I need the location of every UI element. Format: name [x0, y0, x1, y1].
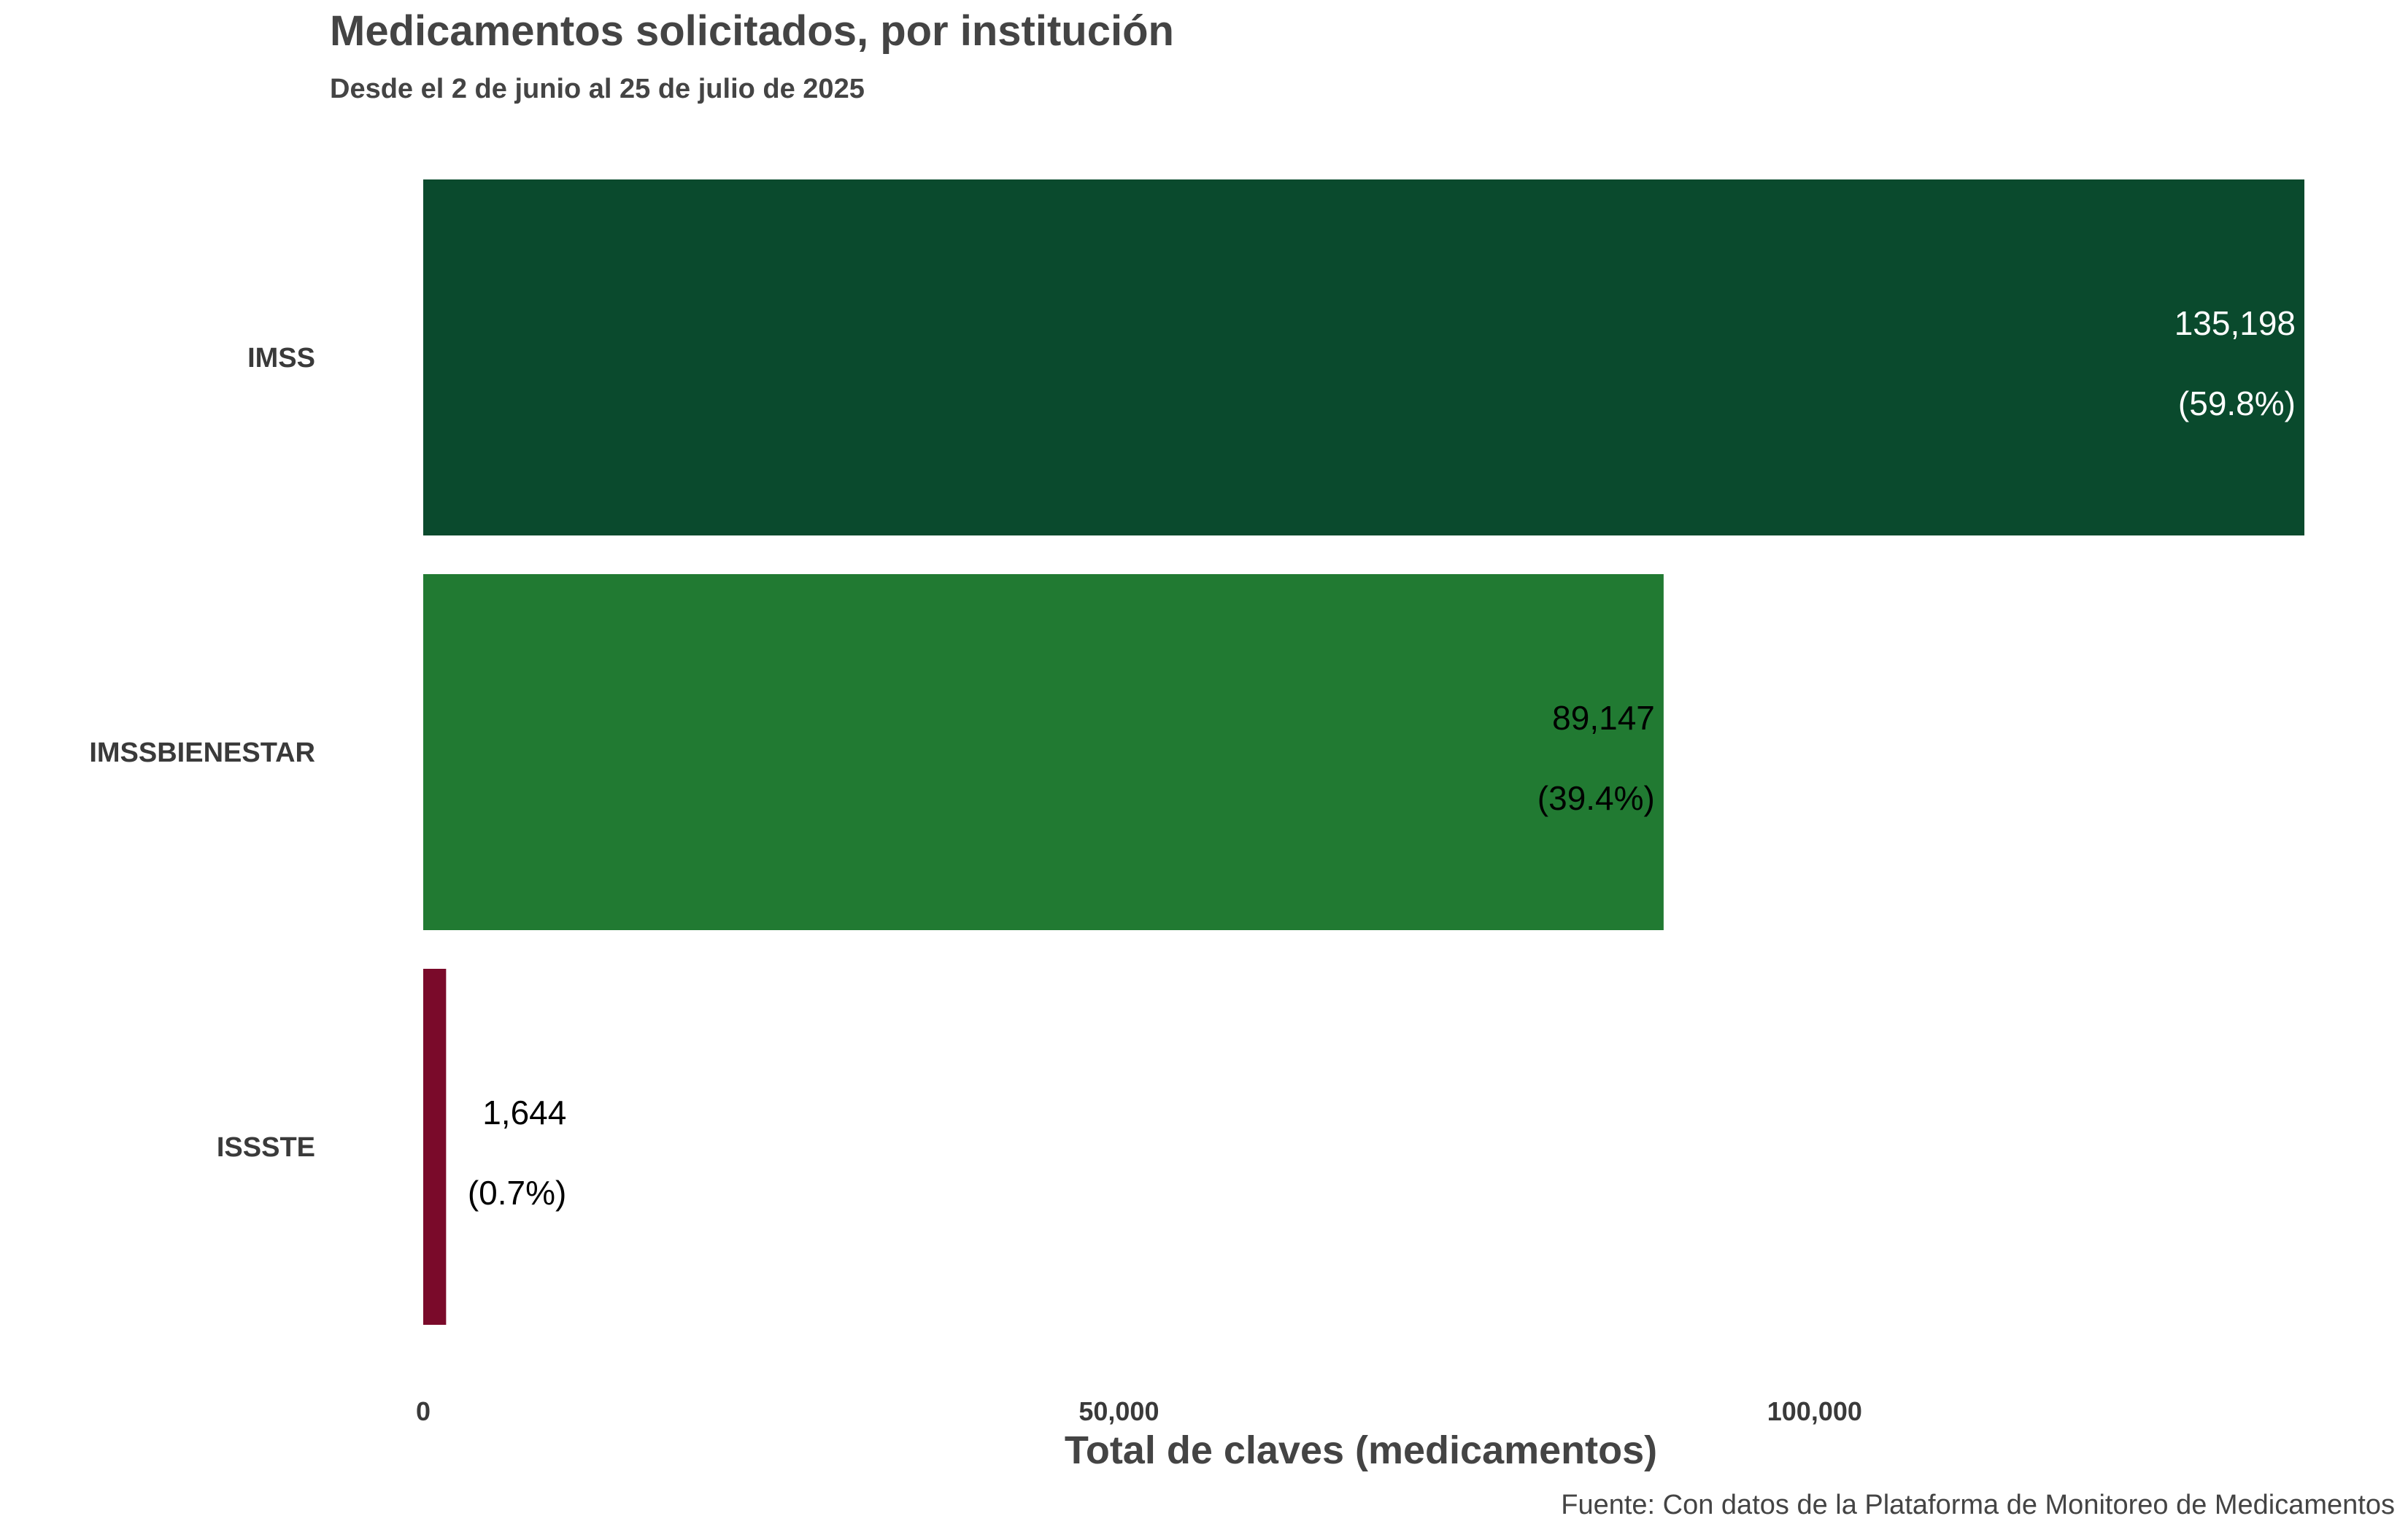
- category-label-imssbienestar: IMSSBIENESTAR: [89, 738, 315, 768]
- x-tick-label: 50,000: [1078, 1396, 1159, 1426]
- chart-subtitle: Desde el 2 de junio al 25 de julio de 20…: [330, 74, 865, 104]
- value-label-imss: 135,198: [2174, 304, 2296, 342]
- x-axis-title: Total de claves (medicamentos): [1065, 1428, 1657, 1472]
- source-caption: Fuente: Con datos de la Plataforma de Mo…: [1561, 1490, 2395, 1520]
- value-label-issste: 1,644: [482, 1094, 566, 1131]
- x-tick-label: 0: [416, 1396, 431, 1426]
- bar-imssbienestar: [423, 574, 1664, 930]
- category-label-imss: IMSS: [247, 343, 315, 374]
- bar-issste: [423, 969, 447, 1325]
- percent-label-imssbienestar: (39.4%): [1537, 779, 1655, 817]
- percent-label-imss: (59.8%): [2178, 384, 2296, 422]
- bar-imss: [423, 179, 2304, 535]
- x-axis-ticks: 0 50,000 100,000: [416, 1396, 1862, 1426]
- bars-group: IMSS 135,198 (59.8%) IMSSBIENESTAR 89,147 (39…: [89, 179, 2304, 1325]
- value-label-imssbienestar: 89,147: [1552, 699, 1655, 737]
- chart-title: Medicamentos solicitados, por institució…: [330, 7, 1174, 55]
- percent-label-issste: (0.7%): [468, 1174, 566, 1212]
- x-tick-label: 100,000: [1767, 1396, 1862, 1426]
- category-label-issste: ISSSTE: [217, 1132, 315, 1163]
